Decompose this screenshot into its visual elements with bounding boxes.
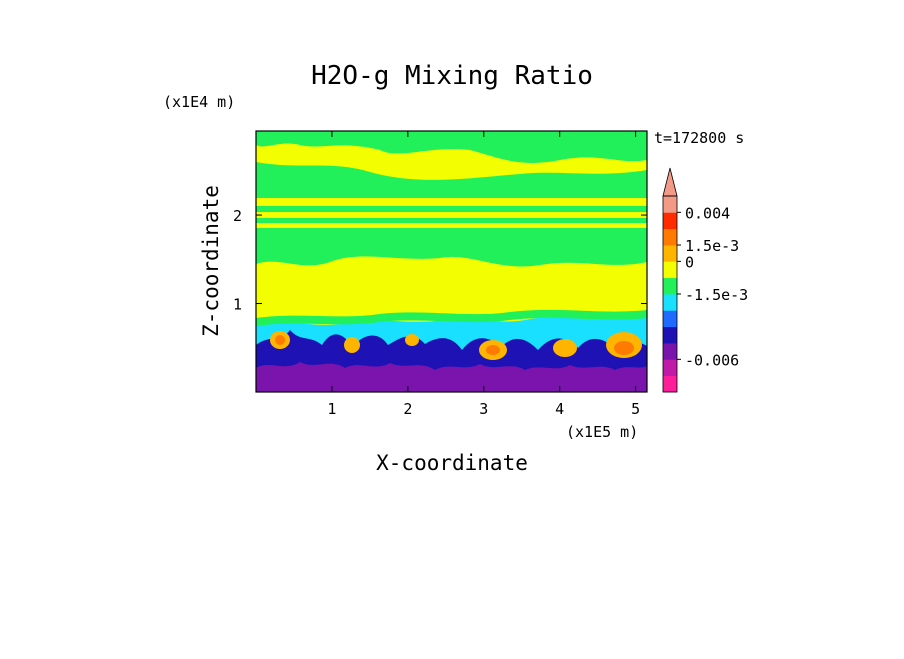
- colorbar-label: -1.5e-3: [685, 286, 748, 304]
- colorbar-segment: [663, 294, 677, 311]
- colorbar-segment: [663, 261, 677, 279]
- y-axis-label: Z-coordinate: [199, 185, 223, 337]
- green-band-5: [256, 228, 647, 267]
- x-tick-label: 4: [555, 400, 564, 418]
- y-tick-label: 1: [233, 296, 242, 314]
- plot-frame: [255, 130, 648, 393]
- colorbar-segment: [663, 326, 677, 344]
- y-axis-ticks: 12: [233, 207, 647, 314]
- orange-plumes: [270, 331, 642, 360]
- colorbar-segment: [663, 196, 677, 213]
- contour-field: [256, 131, 647, 392]
- upper-green-band: [256, 131, 647, 163]
- green-band-4: [256, 218, 647, 223]
- colorbar-extend-arrow: [662, 167, 678, 197]
- green-band-2: [256, 162, 647, 198]
- x-axis-ticks: 1 2 3 4 5: [327, 131, 640, 418]
- chart-title: H2O-g Mixing Ratio: [311, 61, 593, 91]
- lower-green-edge: [256, 309, 647, 326]
- colorbar-segment: [663, 245, 677, 262]
- x-tick-label: 2: [403, 400, 412, 418]
- x-axis-label: X-coordinate: [376, 451, 528, 475]
- colorbar-label: 0: [685, 253, 694, 271]
- colorbar-label: 0.004: [685, 204, 730, 222]
- green-band-3: [256, 206, 647, 212]
- time-label: t=172800 s: [654, 129, 744, 147]
- x-axis-unit: (x1E5 m): [566, 423, 638, 441]
- purple-base: [256, 362, 647, 392]
- colorbar-label: -0.006: [685, 351, 739, 369]
- colorbar-segment: [663, 375, 677, 393]
- colorbar-segment: [663, 228, 677, 246]
- colorbar: 0.004 1.5e-30 -1.5e-3 -0.006: [662, 167, 748, 393]
- x-tick-label: 3: [479, 400, 488, 418]
- colorbar-segment: [663, 310, 677, 328]
- colorbar-segment: [663, 359, 677, 377]
- x-tick-label: 1: [327, 400, 336, 418]
- colorbar-segment: [663, 277, 677, 295]
- colorbar-segment: [663, 212, 677, 230]
- colorbar-segment: [663, 343, 677, 360]
- y-axis-unit: (x1E4 m): [163, 93, 235, 111]
- y-tick-label: 2: [233, 207, 242, 225]
- x-tick-label: 5: [631, 400, 640, 418]
- colorbar-label: 1.5e-3: [685, 237, 739, 255]
